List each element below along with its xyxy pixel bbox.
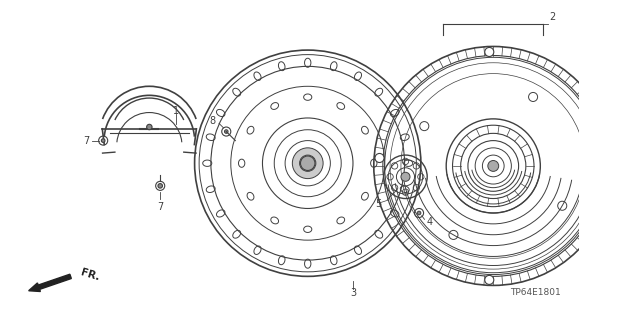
Text: FR.: FR. <box>79 267 101 282</box>
Text: 4: 4 <box>427 217 433 227</box>
Text: 2: 2 <box>549 11 556 22</box>
Circle shape <box>292 148 323 179</box>
Circle shape <box>488 160 499 171</box>
Circle shape <box>225 130 228 133</box>
Circle shape <box>147 124 152 130</box>
Circle shape <box>158 184 163 188</box>
Text: 1: 1 <box>173 106 180 116</box>
Circle shape <box>101 139 105 142</box>
Circle shape <box>401 172 410 181</box>
Text: 3: 3 <box>350 288 356 298</box>
Circle shape <box>484 275 494 285</box>
Circle shape <box>301 156 315 170</box>
Circle shape <box>602 171 611 181</box>
Text: 7: 7 <box>157 202 163 212</box>
Text: 5: 5 <box>375 199 381 209</box>
FancyArrow shape <box>29 274 71 292</box>
Text: 7: 7 <box>83 136 89 145</box>
Circle shape <box>417 211 421 215</box>
Circle shape <box>484 48 494 56</box>
Circle shape <box>375 153 384 162</box>
Text: 8: 8 <box>210 116 216 126</box>
Text: TP64E1801: TP64E1801 <box>510 288 561 297</box>
